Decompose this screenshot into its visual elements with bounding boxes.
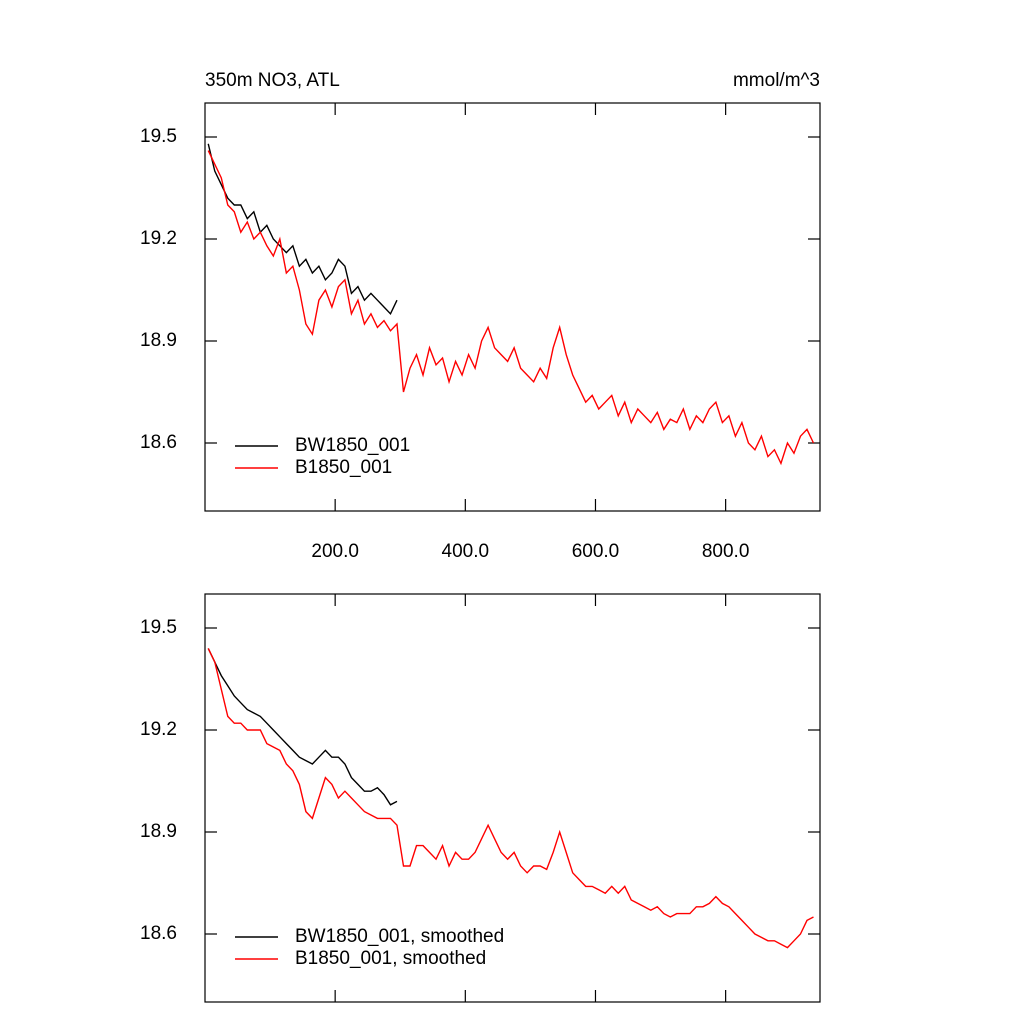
legend-label: BW1850_001 [295,435,410,456]
y-tick-label: 18.6 [140,923,177,944]
y-tick-label: 19.2 [140,228,177,249]
series-line [207,150,815,466]
series-line [207,648,814,949]
x-tick-label: 200.0 [311,541,359,562]
y-tick-label: 19.2 [140,719,177,740]
units-label: mmol/m^3 [733,70,820,91]
legend-label: BW1850_001, smoothed [295,926,504,947]
series-line [207,648,398,806]
y-tick-label: 18.6 [140,432,177,453]
y-tick-label: 18.9 [140,821,177,842]
x-tick-label: 800.0 [702,541,750,562]
plot-frame [204,593,821,1003]
x-tick-label: 400.0 [442,541,490,562]
y-tick-label: 19.5 [140,617,177,638]
x-tick-label: 600.0 [572,541,620,562]
chart-title: 350m NO3, ATL [205,70,340,91]
y-tick-label: 19.5 [140,126,177,147]
legend-label: B1850_001, smoothed [295,948,486,969]
series-line [207,143,398,316]
y-tick-label: 18.9 [140,330,177,351]
plot-frame [204,102,821,512]
legend-label: B1850_001 [295,457,392,478]
